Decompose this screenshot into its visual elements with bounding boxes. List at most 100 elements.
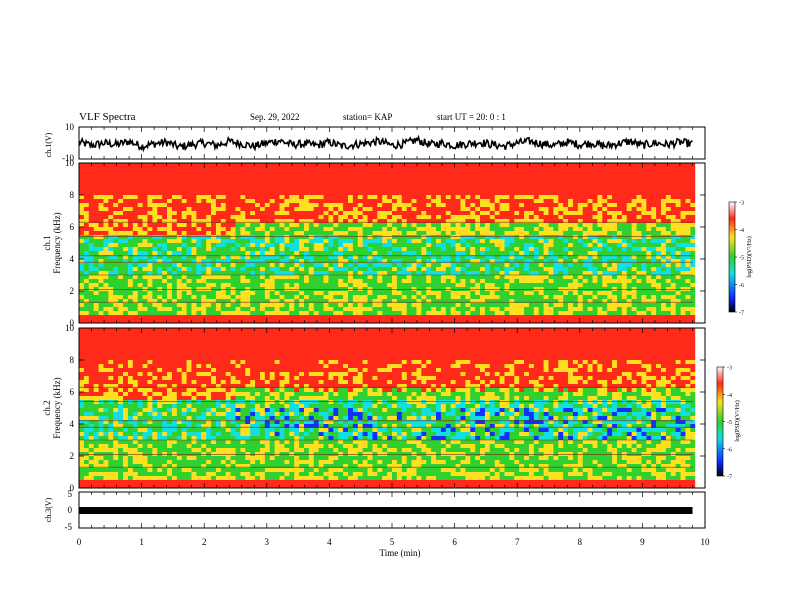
spectrogram-cell [215, 199, 222, 204]
spectrogram-cell [181, 295, 187, 300]
spectrogram-cell [519, 279, 525, 284]
spectrogram-cell [656, 215, 662, 220]
spectrogram-cell [157, 271, 163, 276]
spectrogram-cell [132, 223, 139, 228]
spectrogram-cell [142, 235, 148, 240]
spectrogram-cell [494, 283, 500, 288]
spectrogram-cell [514, 223, 520, 228]
spectrogram-cell [553, 259, 559, 264]
spectrogram-cell [548, 295, 554, 300]
spectrogram-cell [602, 195, 608, 200]
spectrogram-cell [142, 271, 148, 276]
spectrogram-cell [137, 291, 143, 296]
spectrogram-cell [558, 207, 564, 212]
spectrogram-cell [372, 231, 378, 236]
spectrogram-cell [626, 311, 633, 316]
spectrogram-cell [406, 227, 412, 232]
spectrogram-cell [489, 259, 496, 264]
spectrogram-cell [524, 255, 530, 260]
spectrogram-cell [436, 307, 442, 312]
spectrogram-cell [269, 163, 276, 168]
spectrogram-cell [406, 283, 412, 288]
spectrogram-cell [646, 179, 652, 184]
spectrogram-cell [343, 183, 349, 188]
spectrogram-cell [392, 291, 398, 296]
ch1-ylabel: ch.1(V) [44, 132, 53, 157]
spectrogram-cell [132, 191, 139, 196]
spectrogram-cell [176, 195, 183, 200]
spectrogram-cell [499, 211, 505, 216]
spectrogram-cell [436, 211, 442, 216]
spectrogram-cell [308, 215, 315, 220]
spectrogram-cell [338, 251, 344, 256]
spectrogram-cell [294, 187, 300, 192]
spectrogram-cell [127, 203, 134, 208]
spectrogram-cell [93, 195, 99, 200]
spectrogram-cell [284, 215, 290, 220]
spectrogram-cell [489, 195, 496, 200]
spectrogram-cell [524, 207, 530, 212]
spectrogram-cell [568, 227, 574, 232]
spectrogram-cell [660, 267, 667, 272]
spectrogram-cell [519, 211, 525, 216]
spectrogram-cell [533, 255, 540, 260]
spectrogram-cell [592, 299, 598, 304]
spectrogram-cell [421, 191, 427, 196]
spectrogram-cell [142, 227, 148, 232]
spectrogram-cell [367, 311, 373, 316]
spectrogram-cell [450, 259, 456, 264]
spectrogram-cell [196, 179, 202, 184]
spectrogram-cell [167, 187, 173, 192]
spectrogram-cell [152, 311, 158, 316]
spectrogram-cell [362, 235, 368, 240]
spectrogram-cell [215, 275, 222, 280]
spectrogram-cell [406, 251, 412, 256]
spectrogram-cell [367, 195, 373, 200]
spectrogram-cell [176, 179, 183, 184]
spectrogram-cell [294, 279, 300, 284]
spectrogram-cell [83, 219, 90, 224]
spectrogram-cell [411, 179, 417, 184]
spectrogram-cell [636, 307, 642, 312]
spectrogram-cell [401, 247, 408, 252]
spectrogram-cell [440, 267, 447, 272]
spectrogram-cell [695, 259, 701, 264]
spectrogram-cell [406, 307, 412, 312]
spectrogram-cell [352, 243, 359, 248]
spectrogram-cell [215, 183, 222, 188]
spectrogram-cell [147, 195, 153, 200]
spectrogram-cell [328, 295, 334, 300]
spectrogram-cell [558, 203, 564, 208]
spectrogram-cell [211, 171, 217, 176]
spectrogram-cell [308, 199, 315, 204]
spectrogram-cell [171, 283, 178, 288]
spectrogram-cell [685, 259, 691, 264]
spectrogram-cell [79, 195, 85, 200]
spectrogram-cell [626, 183, 633, 188]
spectrogram-cell [294, 259, 300, 264]
spectrogram-cell [538, 271, 545, 276]
spectrogram-cell [186, 175, 192, 180]
spectrogram-cell [269, 267, 276, 272]
spectrogram-cell [162, 191, 168, 196]
spectrogram-cell [538, 255, 545, 260]
spectrogram-cell [264, 227, 271, 232]
spectrogram-cell [626, 271, 633, 276]
spectrogram-cell [318, 263, 324, 268]
spectrogram-cell [299, 283, 305, 288]
spectrogram-cell [612, 247, 618, 252]
spectrogram-cell [680, 195, 686, 200]
spectrogram-cell [186, 187, 192, 192]
spectrogram-cell [621, 179, 628, 184]
spectrogram-cell [509, 311, 515, 316]
spectrogram-cell [480, 255, 486, 260]
spectrogram-cell [401, 199, 408, 204]
spectrogram-cell [411, 211, 417, 216]
spectrogram-cell [700, 307, 706, 312]
spectrogram-cell [279, 303, 285, 308]
spectrogram-cell [235, 187, 241, 192]
spectrogram-cell [377, 215, 383, 220]
spectrogram-cell [631, 163, 637, 168]
spectrogram-cell [289, 231, 295, 236]
spectrogram-cell [367, 227, 373, 232]
